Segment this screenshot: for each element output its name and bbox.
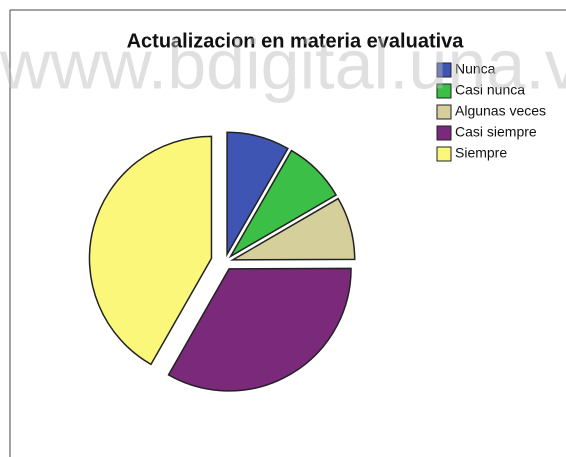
pie-slice <box>229 197 356 261</box>
legend-swatch <box>436 104 452 120</box>
legend-label: Casi nunca <box>455 82 525 98</box>
pie-slice <box>228 149 338 259</box>
legend-label: Casi siempre <box>455 124 537 140</box>
chart-title: Actualizacion en materia evaluativa <box>127 30 465 52</box>
legend-swatch <box>436 146 452 162</box>
pie-slice <box>226 131 289 258</box>
pie-slice <box>167 267 352 392</box>
legend-swatch <box>436 83 452 99</box>
pie <box>88 131 356 392</box>
legend: Nunca Casi nunca Algunas veces Casi siempre… <box>436 61 546 162</box>
watermark: www.bdigital.una.v <box>0 25 566 103</box>
legend-swatch <box>436 125 452 141</box>
legend-label: Nunca <box>455 61 496 77</box>
legend-label: Siempre <box>455 145 507 161</box>
legend-swatch <box>436 62 452 78</box>
pie-slice <box>88 135 213 366</box>
legend-label: Algunas veces <box>455 103 546 119</box>
